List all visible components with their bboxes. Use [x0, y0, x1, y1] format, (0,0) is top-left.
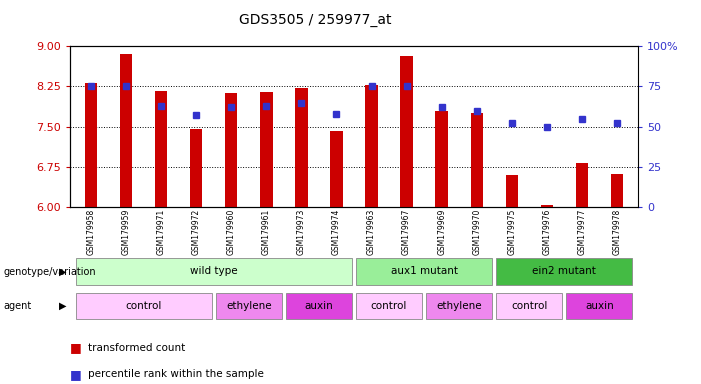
Bar: [286, 293, 352, 319]
Text: transformed count: transformed count: [88, 343, 185, 353]
Bar: [400, 56, 413, 207]
Bar: [225, 93, 238, 207]
Text: ein2 mutant: ein2 mutant: [532, 266, 597, 276]
Text: ▶: ▶: [59, 266, 67, 277]
Bar: [356, 293, 422, 319]
Text: ethylene: ethylene: [436, 301, 482, 311]
Bar: [505, 175, 518, 207]
Bar: [295, 88, 308, 207]
Text: ■: ■: [70, 368, 82, 381]
Bar: [85, 83, 97, 207]
Text: aux1 mutant: aux1 mutant: [390, 266, 458, 276]
Text: genotype/variation: genotype/variation: [4, 266, 96, 277]
Text: wild type: wild type: [190, 266, 238, 276]
Text: control: control: [511, 301, 547, 311]
Bar: [496, 258, 632, 285]
Bar: [120, 54, 132, 207]
Text: ■: ■: [70, 341, 82, 354]
Bar: [576, 163, 588, 207]
Text: ethylene: ethylene: [226, 301, 272, 311]
Text: auxin: auxin: [585, 301, 614, 311]
Bar: [470, 113, 483, 207]
Bar: [365, 85, 378, 207]
Text: ▶: ▶: [59, 301, 67, 311]
Text: auxin: auxin: [304, 301, 334, 311]
Bar: [155, 91, 168, 207]
Bar: [330, 131, 343, 207]
Bar: [540, 205, 553, 207]
Bar: [216, 293, 282, 319]
Bar: [76, 258, 352, 285]
Bar: [496, 293, 562, 319]
Text: GDS3505 / 259977_at: GDS3505 / 259977_at: [239, 13, 392, 27]
Bar: [435, 111, 448, 207]
Bar: [426, 293, 492, 319]
Text: control: control: [125, 301, 162, 311]
Bar: [260, 92, 273, 207]
Bar: [566, 293, 632, 319]
Text: percentile rank within the sample: percentile rank within the sample: [88, 369, 264, 379]
Bar: [76, 293, 212, 319]
Bar: [356, 258, 492, 285]
Text: control: control: [371, 301, 407, 311]
Bar: [190, 129, 203, 207]
Text: agent: agent: [4, 301, 32, 311]
Bar: [611, 174, 623, 207]
